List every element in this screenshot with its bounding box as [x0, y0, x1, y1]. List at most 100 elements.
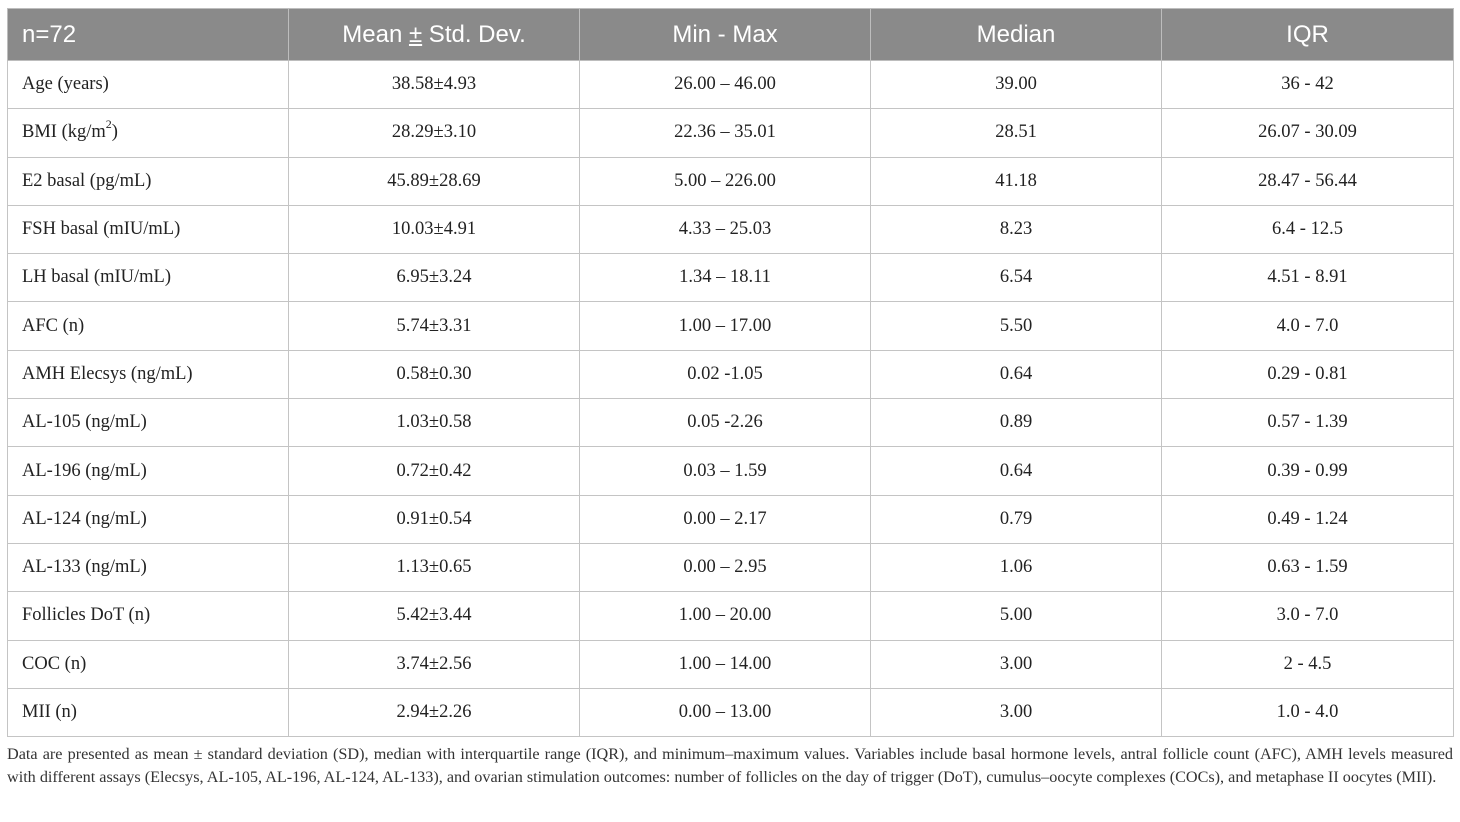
cell-mean-sd: 5.74±3.31 [288, 301, 580, 351]
table-row: E2 basal (pg/mL) 45.89±28.69 5.00 – 226.00… [7, 156, 1454, 206]
row-label: E2 basal (pg/mL) [7, 156, 289, 206]
descriptive-statistics-table: n=72 Mean ± Std. Dev. Min - Max Median I… [7, 8, 1454, 738]
cell-min-max: 1.00 – 14.00 [579, 639, 871, 689]
cell-min-max: 0.00 – 2.95 [579, 542, 871, 593]
cell-min-max: 1.00 – 20.00 [579, 591, 871, 641]
row-label-text: COC (n) [22, 653, 87, 674]
cell-median: 6.54 [870, 253, 1162, 303]
cell-median: 5.50 [870, 301, 1162, 351]
cell-iqr: 28.47 - 56.44 [1161, 156, 1454, 206]
table-row: AL-196 (ng/mL) 0.72±0.42 0.03 – 1.59 0.64 0.… [7, 446, 1454, 496]
row-label-text: BMI (kg/m [22, 122, 106, 143]
cell-min-max: 22.36 – 35.01 [579, 108, 871, 158]
row-label-text: AMH Elecsys (ng/mL) [22, 363, 193, 384]
table-row: AL-133 (ng/mL) 1.13±0.65 0.00 – 2.95 1.06 0.… [7, 542, 1454, 593]
row-label-text: AL-124 (ng/mL) [22, 508, 147, 529]
row-label-text: AL-133 (ng/mL) [22, 557, 147, 578]
table-body: Age (years) 38.58±4.93 26.00 – 46.00 39.00 3… [7, 59, 1454, 738]
header-sd-suffix: Std. Dev. [422, 20, 526, 48]
cell-mean-sd: 2.94±2.26 [288, 687, 580, 738]
cell-iqr: 4.51 - 8.91 [1161, 253, 1454, 303]
cell-median: 39.00 [870, 59, 1162, 110]
row-label: MII (n) [7, 687, 289, 738]
row-label-text: E2 basal (pg/mL) [22, 170, 152, 191]
row-label-text: Age (years) [22, 74, 109, 95]
row-label: LH basal (mIU/mL) [7, 253, 289, 303]
cell-mean-sd: 5.42±3.44 [288, 591, 580, 641]
cell-iqr: 0.57 - 1.39 [1161, 398, 1454, 448]
cell-mean-sd: 45.89±28.69 [288, 156, 580, 206]
table-row: COC (n) 3.74±2.56 1.00 – 14.00 3.00 2 - 4.5 [7, 639, 1454, 689]
cell-iqr: 0.39 - 0.99 [1161, 446, 1454, 496]
row-label-text: AL-196 (ng/mL) [22, 460, 147, 481]
cell-median: 1.06 [870, 542, 1162, 593]
row-label: AFC (n) [7, 301, 289, 351]
cell-median: 28.51 [870, 108, 1162, 158]
cell-mean-sd: 1.03±0.58 [288, 398, 580, 448]
cell-min-max: 1.34 – 18.11 [579, 253, 871, 303]
row-label-text: Follicles DoT (n) [22, 605, 151, 626]
cell-min-max: 4.33 – 25.03 [579, 204, 871, 255]
cell-min-max: 0.02 -1.05 [579, 349, 871, 400]
cell-mean-sd: 0.91±0.54 [288, 494, 580, 544]
cell-iqr: 2 - 4.5 [1161, 639, 1454, 689]
header-row: n=72 Mean ± Std. Dev. Min - Max Median I… [7, 8, 1454, 61]
row-label-text: AL-105 (ng/mL) [22, 412, 147, 433]
table-row: FSH basal (mIU/mL) 10.03±4.91 4.33 – 25.03… [7, 204, 1454, 255]
row-label: AL-105 (ng/mL) [7, 398, 289, 448]
header-sample-size: n=72 [7, 8, 289, 61]
row-label-text: MII (n) [22, 702, 77, 722]
table-row: AFC (n) 5.74±3.31 1.00 – 17.00 5.50 4.0 - 7.… [7, 301, 1454, 351]
cell-median: 0.79 [870, 494, 1162, 544]
cell-mean-sd: 6.95±3.24 [288, 253, 580, 303]
row-label-text: AFC (n) [22, 315, 85, 336]
cell-mean-sd: 3.74±2.56 [288, 639, 580, 689]
cell-iqr: 6.4 - 12.5 [1161, 204, 1454, 255]
header-iqr: IQR [1161, 8, 1454, 61]
cell-mean-sd: 0.72±0.42 [288, 446, 580, 496]
table-row: Follicles DoT (n) 5.42±3.44 1.00 – 20.00 5.… [7, 591, 1454, 641]
cell-iqr: 26.07 - 30.09 [1161, 108, 1454, 158]
cell-min-max: 0.05 -2.26 [579, 398, 871, 448]
row-label: FSH basal (mIU/mL) [7, 204, 289, 255]
table-row: Age (years) 38.58±4.93 26.00 – 46.00 39.00 3… [7, 59, 1454, 110]
cell-iqr: 36 - 42 [1161, 59, 1454, 110]
row-label: AL-124 (ng/mL) [7, 494, 289, 544]
cell-median: 5.00 [870, 591, 1162, 641]
row-label: AMH Elecsys (ng/mL) [7, 349, 289, 400]
table-row: MII (n) 2.94±2.26 0.00 – 13.00 3.00 1.0 - 4.… [7, 687, 1454, 738]
table-row: LH basal (mIU/mL) 6.95±3.24 1.34 – 18.11 6.… [7, 253, 1454, 303]
cell-min-max: 26.00 – 46.00 [579, 59, 871, 110]
row-label-superscript: 2 [105, 117, 112, 132]
row-label: Follicles DoT (n) [7, 591, 289, 641]
row-label-text: FSH basal (mIU/mL) [22, 219, 181, 240]
cell-iqr: 0.63 - 1.59 [1161, 542, 1454, 593]
header-plus-minus: ± [408, 20, 423, 48]
row-label-text: LH basal (mIU/mL) [22, 267, 171, 288]
cell-min-max: 0.00 – 13.00 [579, 687, 871, 738]
cell-min-max: 1.00 – 17.00 [579, 301, 871, 351]
cell-mean-sd: 0.58±0.30 [288, 349, 580, 400]
cell-iqr: 0.29 - 0.81 [1161, 349, 1454, 400]
cell-iqr: 4.0 - 7.0 [1161, 301, 1454, 351]
cell-median: 3.00 [870, 639, 1162, 689]
header-median: Median [870, 8, 1162, 61]
cell-median: 0.64 [870, 446, 1162, 496]
table-row: AMH Elecsys (ng/mL) 0.58±0.30 0.02 -1.05 0.… [7, 349, 1454, 400]
cell-mean-sd: 38.58±4.93 [288, 59, 580, 110]
table-row: AL-124 (ng/mL) 0.91±0.54 0.00 – 2.17 0.79 0.… [7, 494, 1454, 544]
header-mean-sd: Mean ± Std. Dev. [288, 8, 580, 61]
header-min-max: Min - Max [579, 8, 871, 61]
cell-mean-sd: 1.13±0.65 [288, 542, 580, 593]
cell-mean-sd: 10.03±4.91 [288, 204, 580, 255]
cell-iqr: 1.0 - 4.0 [1161, 687, 1454, 738]
cell-median: 0.64 [870, 349, 1162, 400]
header-mean-prefix: Mean [342, 20, 409, 48]
cell-min-max: 0.03 – 1.59 [579, 446, 871, 496]
cell-min-max: 0.00 – 2.17 [579, 494, 871, 544]
table-caption: Data are presented as mean ± standard de… [7, 745, 1453, 786]
cell-mean-sd: 28.29±3.10 [288, 108, 580, 158]
cell-median: 0.89 [870, 398, 1162, 448]
table-row: AL-105 (ng/mL) 1.03±0.58 0.05 -2.26 0.89 0.5… [7, 398, 1454, 448]
row-label-suffix: ) [111, 122, 118, 143]
